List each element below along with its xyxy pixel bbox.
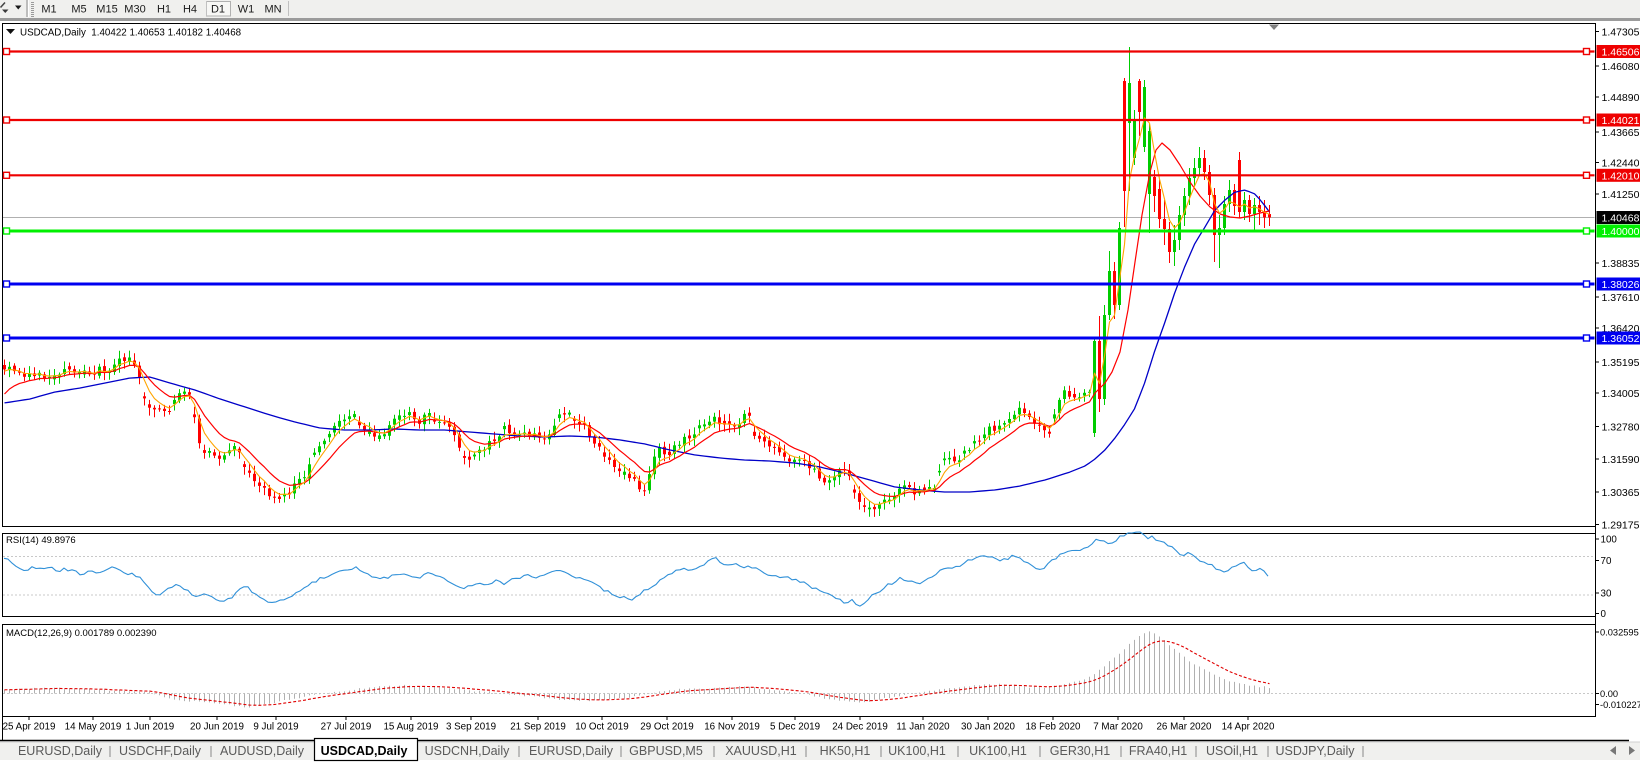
svg-text:UK100,H1: UK100,H1 (969, 744, 1027, 758)
svg-text:USDCAD,Daily: USDCAD,Daily (321, 744, 408, 758)
svg-text:RSI(14) 49.8976: RSI(14) 49.8976 (6, 535, 76, 546)
svg-text:24 Dec 2019: 24 Dec 2019 (832, 722, 888, 733)
svg-text:M15: M15 (96, 4, 117, 16)
svg-text:1.34005: 1.34005 (1602, 388, 1640, 400)
svg-text:14 May 2019: 14 May 2019 (65, 722, 122, 733)
svg-text:H1: H1 (157, 4, 171, 16)
svg-text:M1: M1 (41, 4, 56, 16)
svg-text:1.47305: 1.47305 (1602, 27, 1640, 39)
svg-text:1.43665: 1.43665 (1602, 127, 1640, 139)
svg-text:1.36052: 1.36052 (1602, 333, 1640, 345)
svg-text:29 Oct 2019: 29 Oct 2019 (640, 722, 693, 733)
svg-text:FRA40,H1: FRA40,H1 (1129, 744, 1187, 758)
svg-text:1.29175: 1.29175 (1602, 520, 1640, 532)
svg-text:1.38835: 1.38835 (1602, 258, 1640, 270)
svg-text:GER30,H1: GER30,H1 (1050, 744, 1110, 758)
svg-text:USDCAD,Daily 1.40422 1.40653: USDCAD,Daily 1.40422 1.40653 1.40182 1.4… (20, 28, 242, 39)
svg-text:M5: M5 (71, 4, 86, 16)
svg-text:1.37610: 1.37610 (1602, 292, 1640, 304)
svg-text:USOil,H1: USOil,H1 (1206, 744, 1258, 758)
svg-text:30: 30 (1601, 589, 1612, 600)
svg-text:9 Jul 2019: 9 Jul 2019 (253, 722, 298, 733)
svg-text:0.032595: 0.032595 (1600, 628, 1639, 638)
svg-text:1.35195: 1.35195 (1602, 357, 1640, 369)
svg-text:1.44021: 1.44021 (1602, 115, 1640, 127)
svg-text:1.40000: 1.40000 (1602, 226, 1640, 238)
svg-text:UK100,H1: UK100,H1 (888, 744, 946, 758)
svg-text:1.38026: 1.38026 (1602, 279, 1640, 291)
svg-text:1.41250: 1.41250 (1602, 189, 1640, 201)
svg-text:20 Jun 2019: 20 Jun 2019 (190, 722, 244, 733)
svg-text:EURUSD,Daily: EURUSD,Daily (529, 744, 614, 758)
svg-text:USDJPY,Daily: USDJPY,Daily (1276, 744, 1356, 758)
svg-text:EURUSD,Daily: EURUSD,Daily (18, 744, 103, 758)
svg-text:W1: W1 (238, 4, 255, 16)
svg-text:D1: D1 (211, 4, 225, 16)
svg-text:XAUUSD,H1: XAUUSD,H1 (725, 744, 797, 758)
svg-text:1.40468: 1.40468 (1602, 213, 1640, 225)
svg-text:25 Apr 2019: 25 Apr 2019 (3, 722, 56, 733)
svg-text:M30: M30 (124, 4, 145, 16)
svg-text:1.46506: 1.46506 (1602, 47, 1640, 59)
svg-text:10 Oct 2019: 10 Oct 2019 (575, 722, 628, 733)
svg-text:15 Aug 2019: 15 Aug 2019 (383, 722, 438, 733)
svg-text:0: 0 (1601, 609, 1607, 620)
svg-text:1.32780: 1.32780 (1602, 422, 1640, 434)
svg-text:1.31590: 1.31590 (1602, 454, 1640, 466)
svg-text:MACD(12,26,9) 0.001789 0.00239: MACD(12,26,9) 0.001789 0.002390 (6, 628, 157, 639)
svg-text:1.44890: 1.44890 (1602, 92, 1640, 104)
svg-text:5 Dec 2019: 5 Dec 2019 (770, 722, 820, 733)
svg-text:21 Sep 2019: 21 Sep 2019 (510, 722, 566, 733)
svg-text:1.42010: 1.42010 (1602, 170, 1640, 182)
svg-text:16 Nov 2019: 16 Nov 2019 (704, 722, 760, 733)
svg-text:70: 70 (1601, 556, 1612, 567)
svg-text:USDCNH,Daily: USDCNH,Daily (425, 744, 510, 758)
svg-text:0.00: 0.00 (1600, 689, 1618, 699)
svg-text:26 Mar 2020: 26 Mar 2020 (1156, 722, 1212, 733)
svg-text:27 Jul 2019: 27 Jul 2019 (321, 722, 372, 733)
svg-text:1 Jun 2019: 1 Jun 2019 (126, 722, 174, 733)
svg-text:11 Jan 2020: 11 Jan 2020 (896, 722, 950, 733)
svg-text:H4: H4 (183, 4, 197, 16)
svg-text:AUDUSD,Daily: AUDUSD,Daily (220, 744, 305, 758)
svg-text:MN: MN (264, 4, 281, 16)
svg-text:-0.010227: -0.010227 (1600, 700, 1640, 710)
svg-text:3 Sep 2019: 3 Sep 2019 (446, 722, 496, 733)
svg-text:1.30365: 1.30365 (1602, 487, 1640, 499)
svg-text:GBPUSD,M5: GBPUSD,M5 (629, 744, 703, 758)
svg-text:USDCHF,Daily: USDCHF,Daily (119, 744, 202, 758)
svg-text:HK50,H1: HK50,H1 (820, 744, 871, 758)
svg-text:1.46080: 1.46080 (1602, 61, 1640, 73)
svg-text:30 Jan 2020: 30 Jan 2020 (961, 722, 1015, 733)
svg-text:14 Apr 2020: 14 Apr 2020 (1222, 722, 1275, 733)
svg-text:18 Feb 2020: 18 Feb 2020 (1025, 722, 1081, 733)
svg-text:1.42440: 1.42440 (1602, 158, 1640, 170)
svg-text:7 Mar 2020: 7 Mar 2020 (1093, 722, 1143, 733)
svg-text:100: 100 (1601, 535, 1618, 546)
